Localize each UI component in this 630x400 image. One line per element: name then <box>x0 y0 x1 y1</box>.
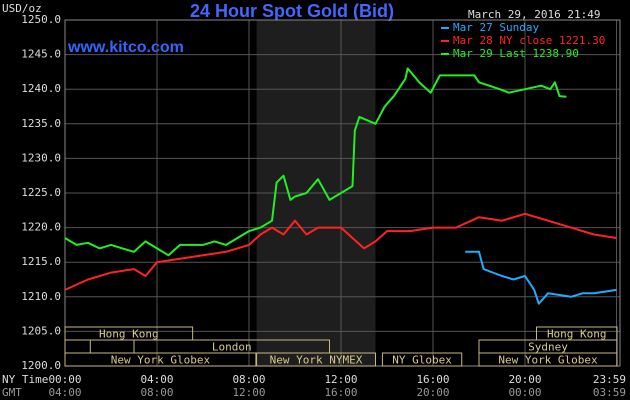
session-label: Hong Kong <box>547 328 607 341</box>
x2-axis-label: GMT <box>2 386 22 399</box>
x2-tick-label: 16:00 <box>324 386 357 399</box>
session-box <box>381 352 463 367</box>
x2-tick-label: 04:00 <box>48 386 81 399</box>
legend-label: Mar 27 Sunday <box>453 21 539 34</box>
legend-label: Mar 28 NY close 1221.30 <box>453 34 605 47</box>
x-tick-label: 20:00 <box>508 373 541 386</box>
session-label: New York Globex <box>111 354 211 367</box>
y-axis-label: USD/oz <box>2 2 42 15</box>
session-label: NY Globex <box>392 354 452 367</box>
x-tick-label: 12:00 <box>324 373 357 386</box>
x-tick-label: 00:00 <box>48 373 81 386</box>
x-tick-label: 16:00 <box>416 373 449 386</box>
y-tick-label: 1230.0 <box>21 151 61 164</box>
y-tick-label: 1250.0 <box>21 13 61 26</box>
x-tick-label: 04:00 <box>140 373 173 386</box>
session-box <box>256 352 376 367</box>
session-label: New York NYMEX <box>270 354 363 367</box>
y-tick-label: 1245.0 <box>21 48 61 61</box>
y-tick-label: 1215.0 <box>21 255 61 268</box>
x2-tick-label: 08:00 <box>140 386 173 399</box>
x2-tick-label: 20:00 <box>416 386 449 399</box>
x-tick-label: 23:59 <box>593 373 626 386</box>
x2-tick-label: 03:59 <box>593 386 626 399</box>
legend-label: Mar 29 Last 1238.90 <box>453 47 579 60</box>
y-tick-label: 1200.0 <box>21 359 61 372</box>
timestamp: March 29, 2016 21:49 <box>468 8 600 21</box>
x2-tick-label: 12:00 <box>232 386 265 399</box>
session-label: Hong Kong <box>99 328 159 341</box>
y-tick-label: 1225.0 <box>21 186 61 199</box>
chart-title: 24 Hour Spot Gold (Bid) <box>190 1 394 21</box>
y-tick-label: 1205.0 <box>21 324 61 337</box>
x-axis-label: NY Time <box>2 373 48 386</box>
site-label: www.kitco.com <box>67 39 184 56</box>
y-tick-label: 1210.0 <box>21 290 61 303</box>
session-label: London <box>212 341 252 354</box>
session-label: Sydney <box>528 341 568 354</box>
y-tick-label: 1220.0 <box>21 221 61 234</box>
x2-tick-label: 00:00 <box>508 386 541 399</box>
x-tick-label: 08:00 <box>232 373 265 386</box>
session-box <box>64 352 257 367</box>
session-box <box>64 326 194 341</box>
series-line <box>64 67 567 257</box>
series-line <box>465 250 617 305</box>
session-label: New York Globex <box>498 354 598 367</box>
y-tick-label: 1240.0 <box>21 82 61 95</box>
session-box <box>478 352 618 367</box>
series-line <box>64 212 617 291</box>
y-tick-label: 1235.0 <box>21 117 61 130</box>
